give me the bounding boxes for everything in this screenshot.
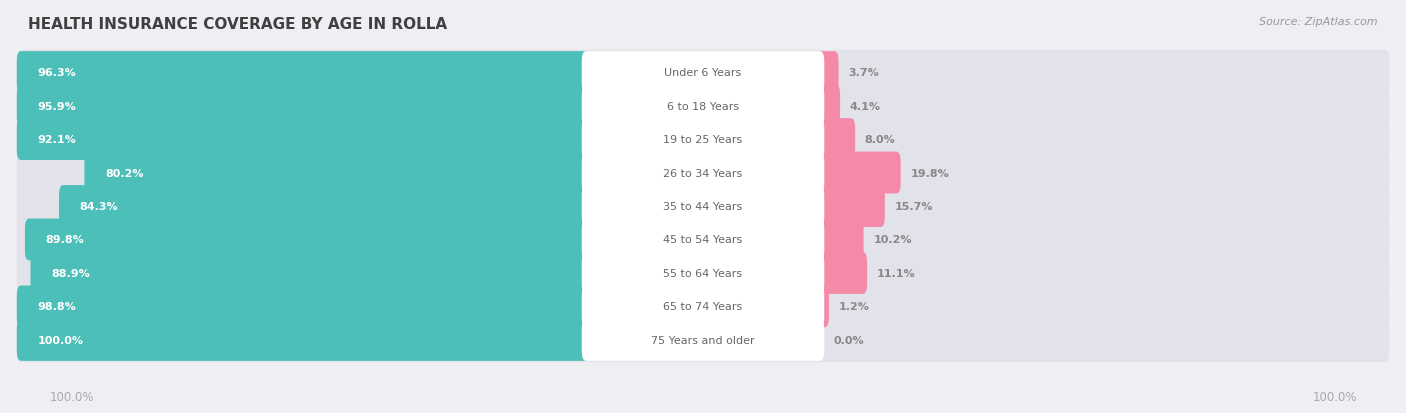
Text: 4.1%: 4.1% <box>849 101 880 112</box>
Text: HEALTH INSURANCE COVERAGE BY AGE IN ROLLA: HEALTH INSURANCE COVERAGE BY AGE IN ROLL… <box>28 17 447 31</box>
FancyBboxPatch shape <box>582 252 824 294</box>
FancyBboxPatch shape <box>17 51 1389 95</box>
FancyBboxPatch shape <box>815 185 884 228</box>
Text: 84.3%: 84.3% <box>80 202 118 211</box>
Text: Under 6 Years: Under 6 Years <box>665 68 741 78</box>
FancyBboxPatch shape <box>582 85 824 127</box>
FancyBboxPatch shape <box>17 119 591 161</box>
Text: 95.9%: 95.9% <box>38 101 76 112</box>
Text: 3.7%: 3.7% <box>848 68 879 78</box>
FancyBboxPatch shape <box>17 118 1389 162</box>
FancyBboxPatch shape <box>17 319 591 361</box>
Text: 1.2%: 1.2% <box>838 301 869 312</box>
Text: 100.0%: 100.0% <box>1312 390 1357 403</box>
FancyBboxPatch shape <box>815 286 830 328</box>
FancyBboxPatch shape <box>582 219 824 261</box>
Text: 45 to 54 Years: 45 to 54 Years <box>664 235 742 245</box>
FancyBboxPatch shape <box>582 152 824 194</box>
FancyBboxPatch shape <box>17 286 591 328</box>
Text: 96.3%: 96.3% <box>38 68 76 78</box>
FancyBboxPatch shape <box>17 285 1389 329</box>
Text: 75 Years and older: 75 Years and older <box>651 335 755 345</box>
FancyBboxPatch shape <box>582 286 824 328</box>
FancyBboxPatch shape <box>17 151 1389 195</box>
FancyBboxPatch shape <box>17 52 591 94</box>
FancyBboxPatch shape <box>815 252 868 294</box>
Text: 11.1%: 11.1% <box>877 268 915 278</box>
Text: 8.0%: 8.0% <box>865 135 896 145</box>
FancyBboxPatch shape <box>84 152 591 194</box>
FancyBboxPatch shape <box>815 119 855 161</box>
Text: 6 to 18 Years: 6 to 18 Years <box>666 101 740 112</box>
FancyBboxPatch shape <box>59 185 591 228</box>
FancyBboxPatch shape <box>17 84 1389 128</box>
FancyBboxPatch shape <box>582 185 824 228</box>
FancyBboxPatch shape <box>582 319 824 361</box>
Text: 98.8%: 98.8% <box>38 301 76 312</box>
Text: 88.9%: 88.9% <box>51 268 90 278</box>
FancyBboxPatch shape <box>582 52 824 94</box>
FancyBboxPatch shape <box>25 219 591 261</box>
Text: 0.0%: 0.0% <box>834 335 865 345</box>
FancyBboxPatch shape <box>815 85 839 127</box>
FancyBboxPatch shape <box>17 251 1389 295</box>
Text: 65 to 74 Years: 65 to 74 Years <box>664 301 742 312</box>
FancyBboxPatch shape <box>815 52 838 94</box>
FancyBboxPatch shape <box>17 184 1389 229</box>
FancyBboxPatch shape <box>17 318 1389 362</box>
FancyBboxPatch shape <box>815 219 863 261</box>
FancyBboxPatch shape <box>815 152 901 194</box>
Text: 92.1%: 92.1% <box>38 135 76 145</box>
Text: 100.0%: 100.0% <box>38 335 83 345</box>
Text: 10.2%: 10.2% <box>873 235 911 245</box>
Text: 15.7%: 15.7% <box>894 202 934 211</box>
Text: 19 to 25 Years: 19 to 25 Years <box>664 135 742 145</box>
Text: 100.0%: 100.0% <box>49 390 94 403</box>
Text: 55 to 64 Years: 55 to 64 Years <box>664 268 742 278</box>
Text: 80.2%: 80.2% <box>105 168 143 178</box>
Text: 19.8%: 19.8% <box>910 168 949 178</box>
Text: 89.8%: 89.8% <box>45 235 84 245</box>
FancyBboxPatch shape <box>582 119 824 161</box>
FancyBboxPatch shape <box>31 252 591 294</box>
Text: Source: ZipAtlas.com: Source: ZipAtlas.com <box>1260 17 1378 26</box>
FancyBboxPatch shape <box>17 218 1389 262</box>
FancyBboxPatch shape <box>17 85 591 127</box>
Text: 26 to 34 Years: 26 to 34 Years <box>664 168 742 178</box>
Text: 35 to 44 Years: 35 to 44 Years <box>664 202 742 211</box>
